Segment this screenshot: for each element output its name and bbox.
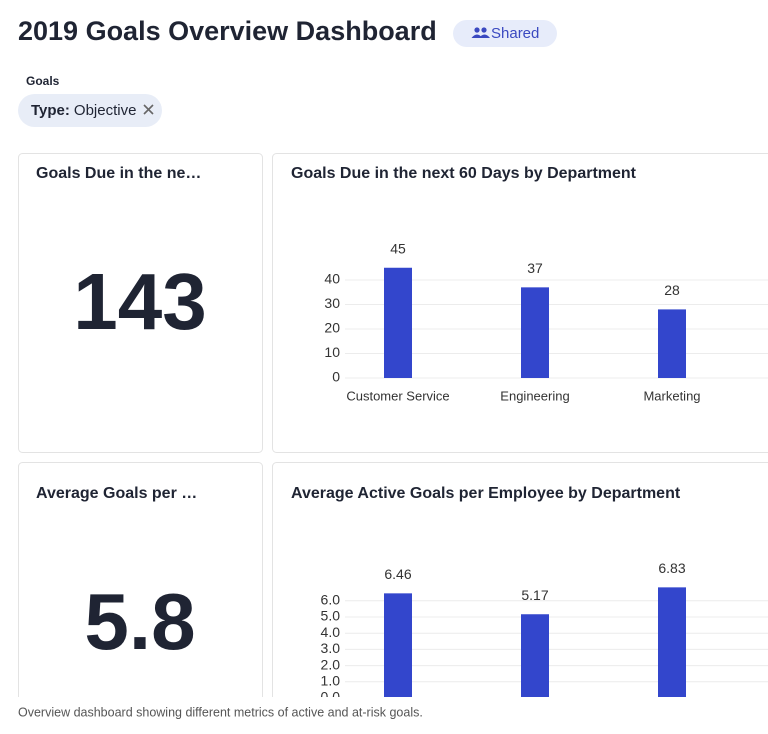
bar [384,267,412,378]
x-tick-label: Marketing [643,388,700,403]
y-tick-label: 30 [324,295,340,311]
chart-card [272,462,768,734]
bar [658,587,686,698]
bar [658,309,686,378]
value-label: 6.83 [658,560,685,576]
chip-key: Type: [31,102,70,119]
y-tick-label: 0 [332,369,340,385]
chip-remove[interactable] [143,104,154,115]
chart-title: Average Active Goals per Employee by Dep… [291,485,681,502]
charts: 0 10 20 30 40 Customer Service 45 Engineering 37… [321,240,768,705]
chip-value: Objective [74,102,137,119]
y-tick-label: 20 [324,320,340,336]
y-tick-label: 5.0 [321,608,341,624]
footer-background [0,697,768,734]
x-tick-label: Engineering [500,388,569,403]
kpi-value: 143 [73,257,206,346]
value-label: 45 [390,240,406,256]
footer: Overview dashboard showing different met… [0,697,768,734]
kpi-title: Average Goals per … [36,485,197,502]
kpi-value: 5.8 [84,577,195,666]
chart-card [272,153,768,453]
chart-title: Goals Due in the next 60 Days by Departm… [291,165,637,182]
kpi-card [18,462,263,734]
kpi-title: Goals Due in the ne… [36,165,201,182]
filter-chip[interactable]: Type: Objective [18,94,162,127]
filter-label: Goals [26,74,60,88]
y-tick-label: 40 [324,271,340,287]
kpi-card [18,153,263,453]
footer-text: Overview dashboard showing different met… [18,705,423,719]
shared-button[interactable]: Shared [453,20,557,47]
y-tick-label: 4.0 [321,624,341,640]
y-tick-label: 2.0 [321,656,341,672]
y-tick-label: 1.0 [321,673,341,689]
value-label: 6.46 [384,566,411,582]
shared-label[interactable]: Shared [491,25,539,42]
chip-background[interactable] [18,94,162,127]
bar [521,614,549,698]
y-tick-label: 3.0 [321,640,341,656]
bar [384,593,412,698]
bar [521,287,549,378]
chip-text: Type: Objective [31,102,136,119]
dashboard-title: 2019 Goals Overview Dashboard [18,16,437,46]
shared-background[interactable] [453,20,557,47]
x-tick-label: Customer Service [346,388,449,403]
people-icon [471,27,490,38]
y-tick-label: 6.0 [321,592,341,608]
value-label: 37 [527,260,543,276]
y-tick-label: 10 [324,344,340,360]
value-label: 5.17 [521,587,548,603]
value-label: 28 [664,282,680,298]
